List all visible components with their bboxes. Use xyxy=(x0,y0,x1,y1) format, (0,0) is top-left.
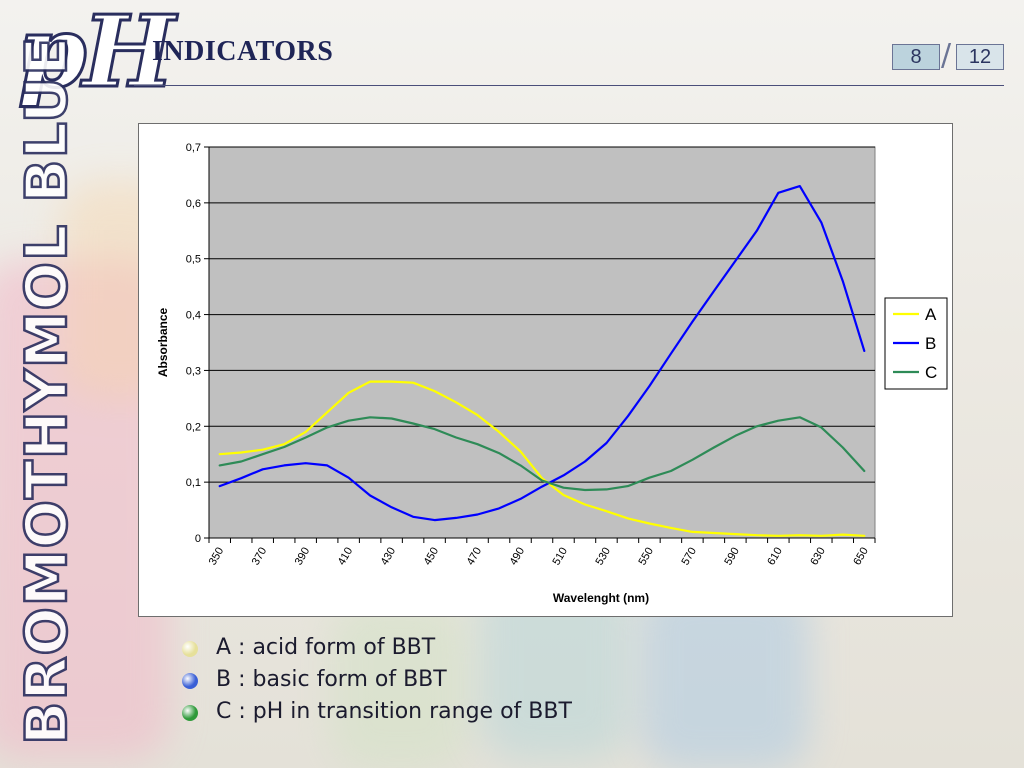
list-item: C : pH in transition range of BBT xyxy=(180,696,572,728)
series-line-b xyxy=(218,184,866,522)
y-tick-label: 0,6 xyxy=(186,198,201,210)
x-tick-label: 350 xyxy=(207,546,227,568)
x-tick-label: 370 xyxy=(250,546,270,568)
list-item: B : basic form of BBT xyxy=(180,664,572,696)
x-tick-label: 490 xyxy=(508,546,528,568)
x-tick-label: 510 xyxy=(551,546,571,568)
x-tick-label: 430 xyxy=(379,546,399,568)
y-tick-label: 0,7 xyxy=(186,142,201,154)
slide-title: INDICATORS xyxy=(152,36,334,67)
ph-logo: pH xyxy=(16,0,176,110)
page-total-number: 12 xyxy=(956,44,1004,70)
legend-label: A xyxy=(925,305,937,324)
x-tick-label: 650 xyxy=(851,546,871,568)
page-separator: / xyxy=(941,38,952,73)
bullet-icon xyxy=(182,673,198,689)
title-divider xyxy=(134,85,1004,86)
x-tick-label: 570 xyxy=(679,546,699,568)
note-text: A : acid form of BBT xyxy=(216,635,436,660)
list-item: A : acid form of BBT xyxy=(180,632,572,664)
page-current-number: 8 xyxy=(892,44,940,70)
x-axis-label: Wavelenght (nm) xyxy=(553,591,649,605)
x-tick-label: 390 xyxy=(293,546,313,568)
legend-label: B xyxy=(925,334,936,353)
y-tick-label: 0,2 xyxy=(186,421,201,433)
x-tick-label: 590 xyxy=(722,546,742,568)
note-text: B : basic form of BBT xyxy=(216,667,447,692)
chart-svg: 0 0,1 0,2 0,3 0,4 0,5 0,6 0,7 350 370 390 410 430 450… xyxy=(156,142,948,605)
vertical-title: BROMOTHYMOL BLUE xyxy=(13,35,82,747)
series-line-a xyxy=(218,380,866,537)
x-tick-label: 530 xyxy=(593,546,613,568)
x-tick-label: 630 xyxy=(808,546,828,568)
y-tick-label: 0 xyxy=(195,533,201,545)
x-tick-label: 610 xyxy=(765,546,785,568)
background-blur-green xyxy=(330,600,470,768)
x-tick-label: 470 xyxy=(465,546,485,568)
note-text: C : pH in transition range of BBT xyxy=(216,699,572,724)
bullet-icon xyxy=(182,705,198,721)
bullet-icon xyxy=(182,641,198,657)
legend-label: C xyxy=(925,363,937,382)
x-tick-label: 450 xyxy=(422,546,442,568)
series-description-list: A : acid form of BBT B : basic form of B… xyxy=(180,632,572,728)
y-tick-label: 0,4 xyxy=(186,310,201,322)
y-tick-label: 0,5 xyxy=(186,254,201,266)
y-tick-label: 0,1 xyxy=(186,477,201,489)
series-line-c xyxy=(218,416,866,492)
y-tick-label: 0,3 xyxy=(186,365,201,377)
x-tick-label: 550 xyxy=(636,546,656,568)
y-axis-label: Absorbance xyxy=(156,308,170,378)
plot-area xyxy=(208,146,876,539)
x-tick-label: 410 xyxy=(336,546,356,568)
absorbance-chart: 0 0,1 0,2 0,3 0,4 0,5 0,6 0,7 350 370 390 410 430 450… xyxy=(138,123,953,617)
